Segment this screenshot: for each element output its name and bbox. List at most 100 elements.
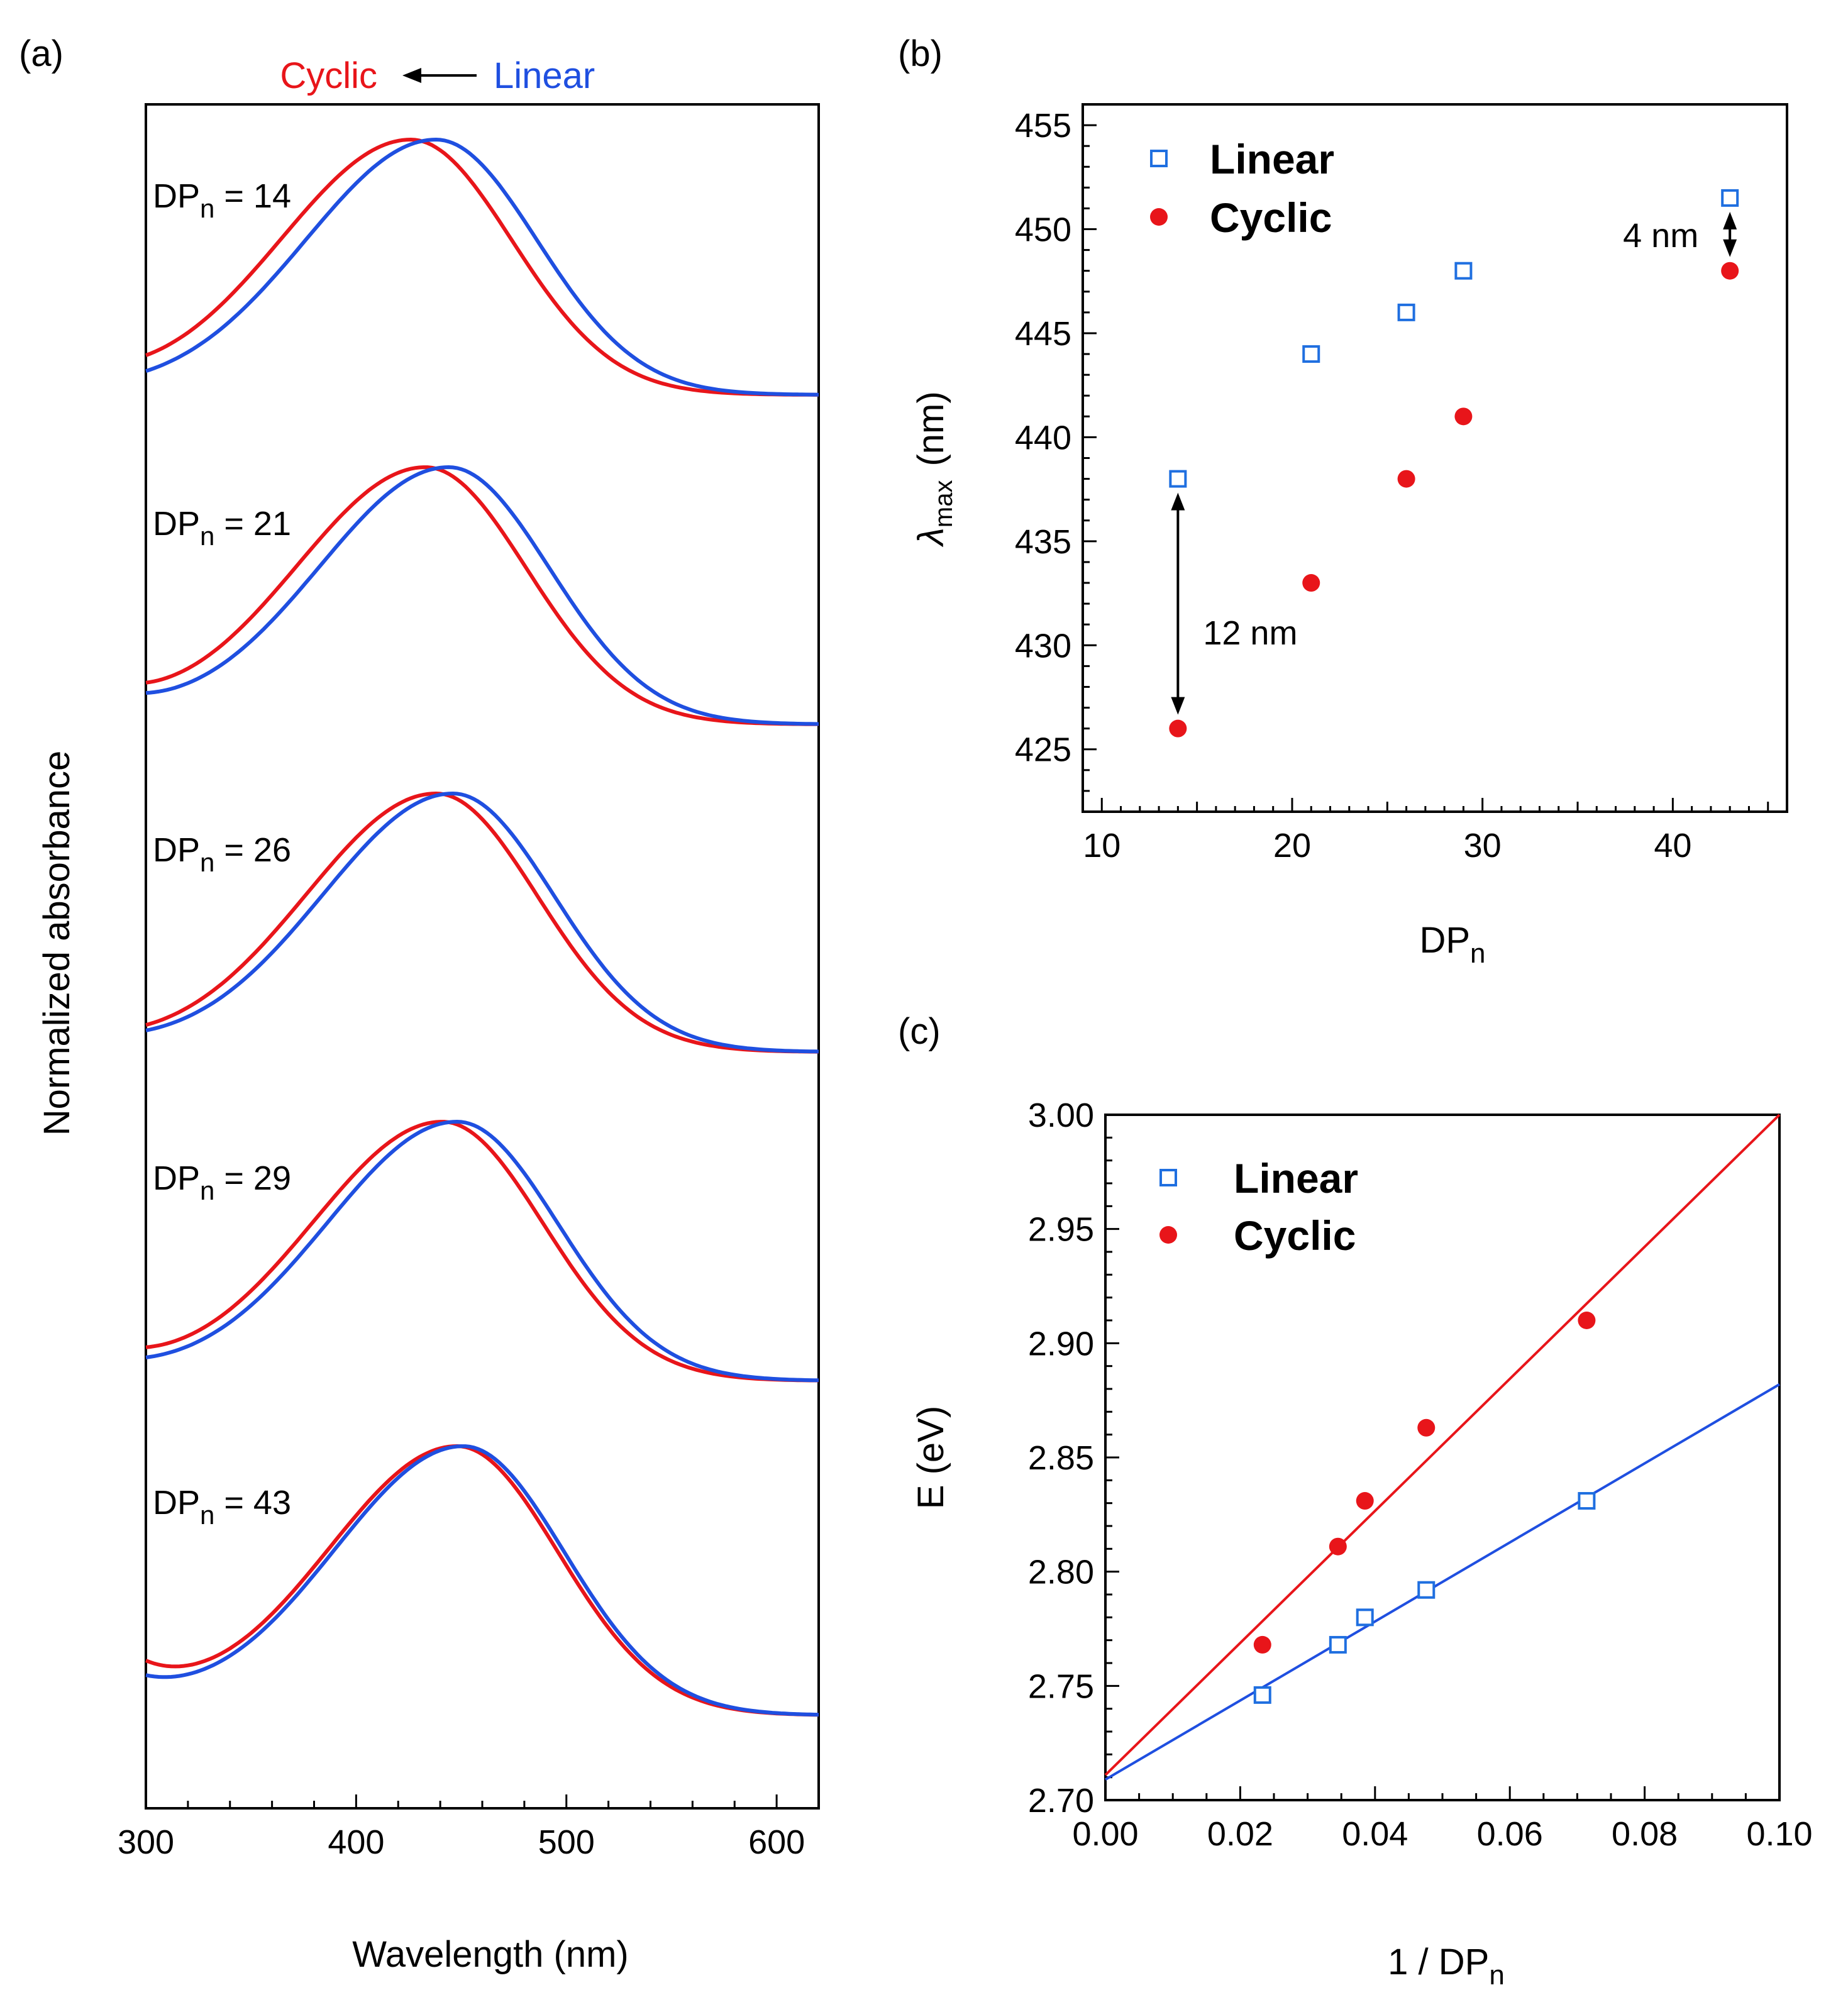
linear-point [1329, 1635, 1347, 1654]
x-tick-label: 0.06 [1477, 1815, 1543, 1853]
panel-b-label: (b) [898, 33, 943, 74]
panel-c-label: (c) [898, 1011, 941, 1052]
panel-b-ylabel-symbol: λ [910, 528, 951, 548]
linear-point [1578, 1492, 1596, 1510]
panel-b-ylabel-unit: (nm) [910, 391, 951, 466]
legend-cyclic-label: Cyclic [1234, 1212, 1356, 1259]
panel-c-xlabel: 1 / DPn [1388, 1942, 1505, 1991]
panel-a-x-ticks: 300 400 500 600 [118, 1794, 820, 1861]
legend-cyclic-label: Cyclic [1210, 194, 1332, 241]
panel-c-frame [1104, 1114, 1781, 1801]
cyclic-spectrum-dp-3 [145, 791, 819, 1054]
x-tick-label: 600 [748, 1823, 805, 1861]
linear-point [1356, 1608, 1374, 1627]
panel-b-xlabel-main: DP [1419, 920, 1470, 961]
panel-a-label: (a) [19, 33, 64, 74]
cyclic-point [1356, 1492, 1374, 1510]
legend-linear-label: Linear [1210, 136, 1334, 182]
linear-spectrum-dp-4 [145, 1119, 819, 1383]
y-tick-label: 2.95 [1028, 1211, 1094, 1249]
linear-point [1302, 345, 1320, 363]
panel-a-ylabel: Normalized absorbance [36, 751, 77, 1136]
cyclic-spectrum-dp-2 [145, 465, 819, 726]
panel-c-ylabel: E (eV) [910, 1406, 951, 1509]
x-tick-label: 300 [118, 1823, 174, 1861]
linear-point [1417, 1581, 1436, 1599]
panel-b-ticks: 10 20 30 40 425 430 435 440 445 450 455 [1015, 103, 1769, 865]
panel-b-ylabel: λmax (nm) [910, 391, 958, 547]
y-tick-label: 425 [1015, 731, 1071, 769]
panel-b-annotations: 12 nm 4 nm [1171, 211, 1737, 715]
x-tick-label: 0.00 [1072, 1815, 1138, 1853]
cyclic-point [1169, 719, 1187, 738]
absorbance-curves [145, 137, 819, 1717]
arrow-head [1723, 211, 1737, 229]
x-tick-label: 0.04 [1342, 1815, 1408, 1853]
x-tick-label: 40 [1654, 827, 1691, 865]
annotation-label: 12 nm [1203, 614, 1297, 652]
dp-label: DPn = 14 [153, 177, 291, 223]
arrow-head [1723, 239, 1737, 257]
panel-c: (c) 0.00 0.02 0.04 0.06 0.08 0.10 2.70 2.75 2.80… [898, 1011, 1813, 1991]
panel-b: (b) 10 20 30 40 425 430 435 440 445 450 455 12 nm 4… [898, 33, 1788, 969]
x-tick-label: 30 [1464, 827, 1502, 865]
panel-b-points [1169, 189, 1739, 738]
y-tick-label: 2.90 [1028, 1325, 1094, 1363]
cyclic-point [1253, 1635, 1271, 1654]
panel-b-legend: Linear Cyclic [1150, 136, 1334, 241]
dp-label: DPn = 43 [153, 1484, 291, 1530]
y-tick-label: 2.70 [1028, 1782, 1094, 1820]
linear-spectrum-dp-2 [145, 465, 819, 726]
linear-point [1721, 189, 1739, 207]
legend-linear-marker [1150, 150, 1168, 167]
cyclic-point [1578, 1312, 1596, 1329]
x-tick-label: 10 [1083, 827, 1120, 865]
panel-c-fit-lines [1104, 1114, 1781, 1781]
x-tick-label: 0.02 [1207, 1815, 1273, 1853]
legend-cyclic-marker [1159, 1226, 1177, 1244]
y-tick-label: 450 [1015, 211, 1071, 249]
y-tick-label: 435 [1015, 523, 1071, 561]
x-tick-label: 500 [538, 1823, 595, 1861]
header-cyclic-label: Cyclic [280, 55, 377, 96]
y-tick-label: 3.00 [1028, 1097, 1094, 1134]
cyclic-spectrum-dp-1 [145, 137, 819, 397]
x-tick-label: 0.08 [1612, 1815, 1678, 1853]
cyclic-point [1721, 262, 1739, 280]
cyclic-point [1302, 574, 1320, 592]
panel-c-xlabel-sub: n [1489, 1960, 1504, 1991]
arrow-head [1171, 697, 1185, 715]
cyclic-point [1329, 1537, 1347, 1556]
x-tick-label: 20 [1273, 827, 1311, 865]
linear-fit-line [1104, 1383, 1781, 1781]
legend-linear-marker [1159, 1169, 1177, 1186]
linear-point [1253, 1686, 1271, 1704]
linear-point [1397, 303, 1415, 321]
header-linear-label: Linear [494, 55, 595, 96]
cyclic-spectrum-dp-5 [145, 1444, 819, 1717]
panel-c-xlabel-main: 1 / DP [1388, 1942, 1489, 1982]
panel-c-legend: Linear Cyclic [1159, 1155, 1358, 1259]
cyclic-point [1417, 1418, 1436, 1437]
legend-cyclic-marker [1150, 208, 1168, 226]
panel-b-frame [1082, 103, 1788, 813]
dp-label: DPn = 26 [153, 831, 291, 877]
linear-point [1454, 262, 1473, 280]
panel-b-xlabel-sub: n [1470, 938, 1485, 969]
panel-a-frame [145, 103, 820, 1810]
arrow-head [1171, 492, 1185, 511]
y-tick-label: 2.80 [1028, 1554, 1094, 1591]
cyclic-point [1397, 470, 1415, 488]
linear-point [1169, 470, 1187, 488]
y-tick-label: 430 [1015, 627, 1071, 665]
panel-b-xlabel: DPn [1419, 920, 1485, 969]
annotation-label: 4 nm [1623, 217, 1698, 255]
cyclic-spectrum-dp-4 [145, 1120, 819, 1383]
x-tick-label: 0.10 [1746, 1815, 1812, 1853]
cyclic-point [1454, 407, 1473, 426]
linear-spectrum-dp-1 [145, 137, 819, 397]
header-arrow [402, 68, 477, 83]
y-tick-label: 445 [1015, 315, 1071, 353]
dp-labels: DPn = 14 DPn = 21 DPn = 26 DPn = 29 DPn = 43 [153, 177, 291, 1530]
